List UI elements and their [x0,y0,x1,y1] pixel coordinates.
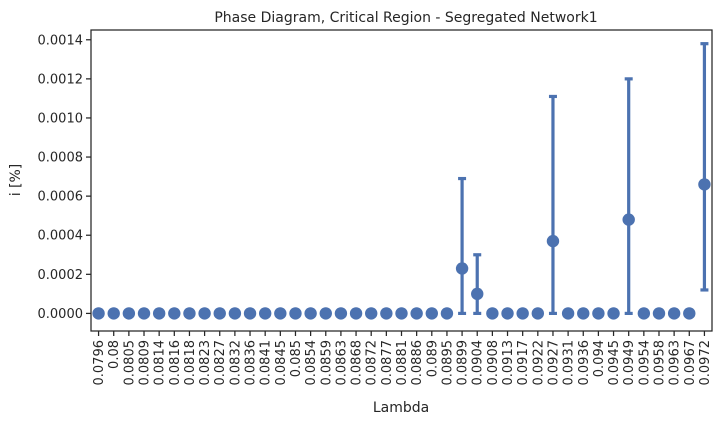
x-tick-label: 0.0796 [92,340,107,386]
y-tick-label: 0.0006 [38,190,84,205]
data-point [561,307,575,320]
data-point [622,213,635,226]
x-tick-label: 0.0816 [168,340,183,386]
x-tick-label: 0.094 [592,340,607,377]
x-tick-label: 0.0823 [198,340,213,386]
x-tick-label: 0.0958 [652,340,667,386]
x-tick-label: 0.0936 [577,340,592,386]
x-tick-label: 0.0845 [274,340,289,386]
data-series [92,42,711,320]
x-tick-label: 0.0827 [213,340,228,386]
data-point [683,307,696,320]
x-axis-label: Lambda [373,400,429,416]
x-tick-label: 0.0908 [486,340,501,386]
x-tick-label: 0.0886 [410,340,425,386]
x-tick-label: 0.0895 [440,340,455,386]
x-tick-label: 0.0949 [622,340,637,386]
data-point [319,307,332,320]
y-tick-label: 0.0004 [38,229,84,244]
data-point [334,307,348,320]
data-point [228,307,242,320]
data-point [183,307,196,320]
data-point [455,262,469,275]
x-tick-label: 0.0805 [122,340,137,386]
data-point [471,287,484,301]
data-point [486,307,499,320]
data-point [652,307,666,320]
x-tick-label: 0.0854 [304,340,319,386]
y-tick-label: 0.0002 [38,268,84,283]
x-tick-label: 0.0836 [244,340,259,386]
x-tick-label: 0.0913 [501,340,516,386]
data-point [607,307,620,320]
data-point [577,307,590,320]
x-tick-label: 0.0931 [562,340,577,386]
y-tick-label: 0.0012 [38,72,84,87]
data-point [107,307,120,320]
data-point [198,307,211,320]
x-tick-label: 0.0868 [350,340,365,386]
data-point [304,307,317,320]
x-tick-label: 0.0922 [531,340,546,386]
x-tick-label: 0.0927 [546,340,561,386]
data-point [637,307,651,320]
data-point [243,307,257,320]
x-tick-label: 0.0972 [698,340,713,386]
x-tick-label: 0.08 [107,340,122,369]
data-point [410,307,423,320]
plot-frame [90,29,713,332]
data-point [425,307,438,320]
x-tick-label: 0.0818 [183,340,198,386]
x-tick-label: 0.0881 [395,340,410,386]
data-point [122,307,136,320]
y-tick-label: 0.0008 [38,151,84,166]
y-tick-label: 0.0010 [38,111,84,126]
x-tick-label: 0.085 [289,340,304,377]
y-tick-label: 0.0000 [38,307,84,322]
x-tick-label: 0.0872 [365,340,380,386]
x-tick-label: 0.0809 [138,340,153,386]
x-axis: 0.0796 0.08 0.0805 0.0809 0.0814 0.0816 0.0818… [92,331,713,386]
data-point [137,307,151,320]
data-point [274,307,287,320]
x-tick-label: 0.0877 [380,340,395,386]
y-axis-label: i [%] [8,164,24,197]
x-tick-label: 0.0899 [456,340,471,386]
x-tick-label: 0.0859 [319,340,334,386]
x-tick-label: 0.0904 [471,340,486,386]
x-tick-label: 0.0863 [334,340,349,386]
y-tick-label: 0.0014 [38,33,84,48]
x-tick-label: 0.0814 [153,340,168,386]
data-point [380,307,393,320]
data-point [92,307,105,320]
data-point [349,307,363,320]
y-axis: 0.0000 0.0002 0.0004 0.0006 0.0008 0.0010 0.00… [38,33,91,322]
data-point [546,234,560,248]
data-point [592,307,605,320]
x-tick-label: 0.089 [425,340,440,377]
x-tick-label: 0.0832 [228,340,243,386]
data-point [516,307,529,320]
data-point [698,178,711,191]
data-point [667,307,681,320]
x-tick-label: 0.0917 [516,340,531,386]
data-point [531,307,545,320]
x-tick-label: 0.0967 [683,340,698,386]
data-point [152,307,166,320]
data-point [365,307,378,320]
data-point [440,307,454,320]
data-point [395,307,408,320]
data-point [258,307,272,320]
x-tick-label: 0.0963 [668,340,683,386]
data-point [289,307,302,320]
data-point [168,307,181,320]
x-tick-label: 0.0954 [637,340,652,386]
x-tick-label: 0.0945 [607,340,622,386]
data-point [501,307,514,320]
x-tick-label: 0.0841 [259,340,274,386]
data-point [213,307,226,320]
chart-title: Phase Diagram, Critical Region - Segrega… [214,10,597,26]
